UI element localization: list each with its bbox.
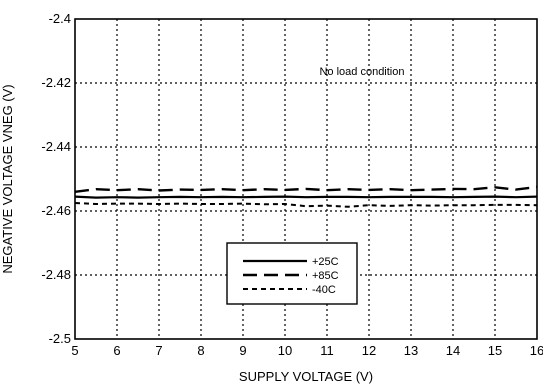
x-tick-label: 15 xyxy=(488,343,502,358)
legend-items: +25C +85C -40C xyxy=(243,256,339,296)
legend-box xyxy=(226,242,358,305)
y-tick-label: -2.5 xyxy=(49,331,71,346)
legend-label: +85C xyxy=(312,270,339,282)
x-tick-labels: 5 6 7 8 9 10 11 12 13 14 15 16 xyxy=(71,343,543,358)
y-tick-label: -2.46 xyxy=(41,203,71,218)
x-tick-label: 5 xyxy=(71,343,78,358)
y-tick-labels: -2.4 -2.42 -2.44 -2.46 -2.48 -2.5 xyxy=(41,11,71,346)
y-tick-label: -2.48 xyxy=(41,267,71,282)
x-tick-label: 6 xyxy=(113,343,120,358)
legend-label: +25C xyxy=(312,256,339,268)
series-layer xyxy=(75,185,537,208)
y-tick-label: -2.44 xyxy=(41,139,71,154)
annotation-no-load: No load condition xyxy=(319,66,404,78)
series-line xyxy=(75,195,537,199)
plot-frame xyxy=(74,18,538,340)
x-tick-label: 12 xyxy=(362,343,376,358)
x-tick-label: 13 xyxy=(404,343,418,358)
x-tick-label: 14 xyxy=(446,343,460,358)
x-tick-label: 11 xyxy=(320,343,334,358)
x-tick-label: 16 xyxy=(530,343,543,358)
y-axis-label: NEGATIVE VOLTAGE VNEG (V) xyxy=(0,84,15,273)
x-tick-label: 9 xyxy=(239,343,246,358)
x-tick-label: 7 xyxy=(155,343,162,358)
legend: +25C +85C -40C xyxy=(226,242,358,305)
x-axis-label: SUPPLY VOLTAGE (V) xyxy=(239,369,373,384)
legend-label: -40C xyxy=(312,284,336,296)
y-tick-label: -2.4 xyxy=(49,11,71,26)
x-tick-label: 10 xyxy=(278,343,292,358)
x-tick-label: 8 xyxy=(197,343,204,358)
series-line xyxy=(75,185,537,193)
y-tick-label: -2.42 xyxy=(41,75,71,90)
